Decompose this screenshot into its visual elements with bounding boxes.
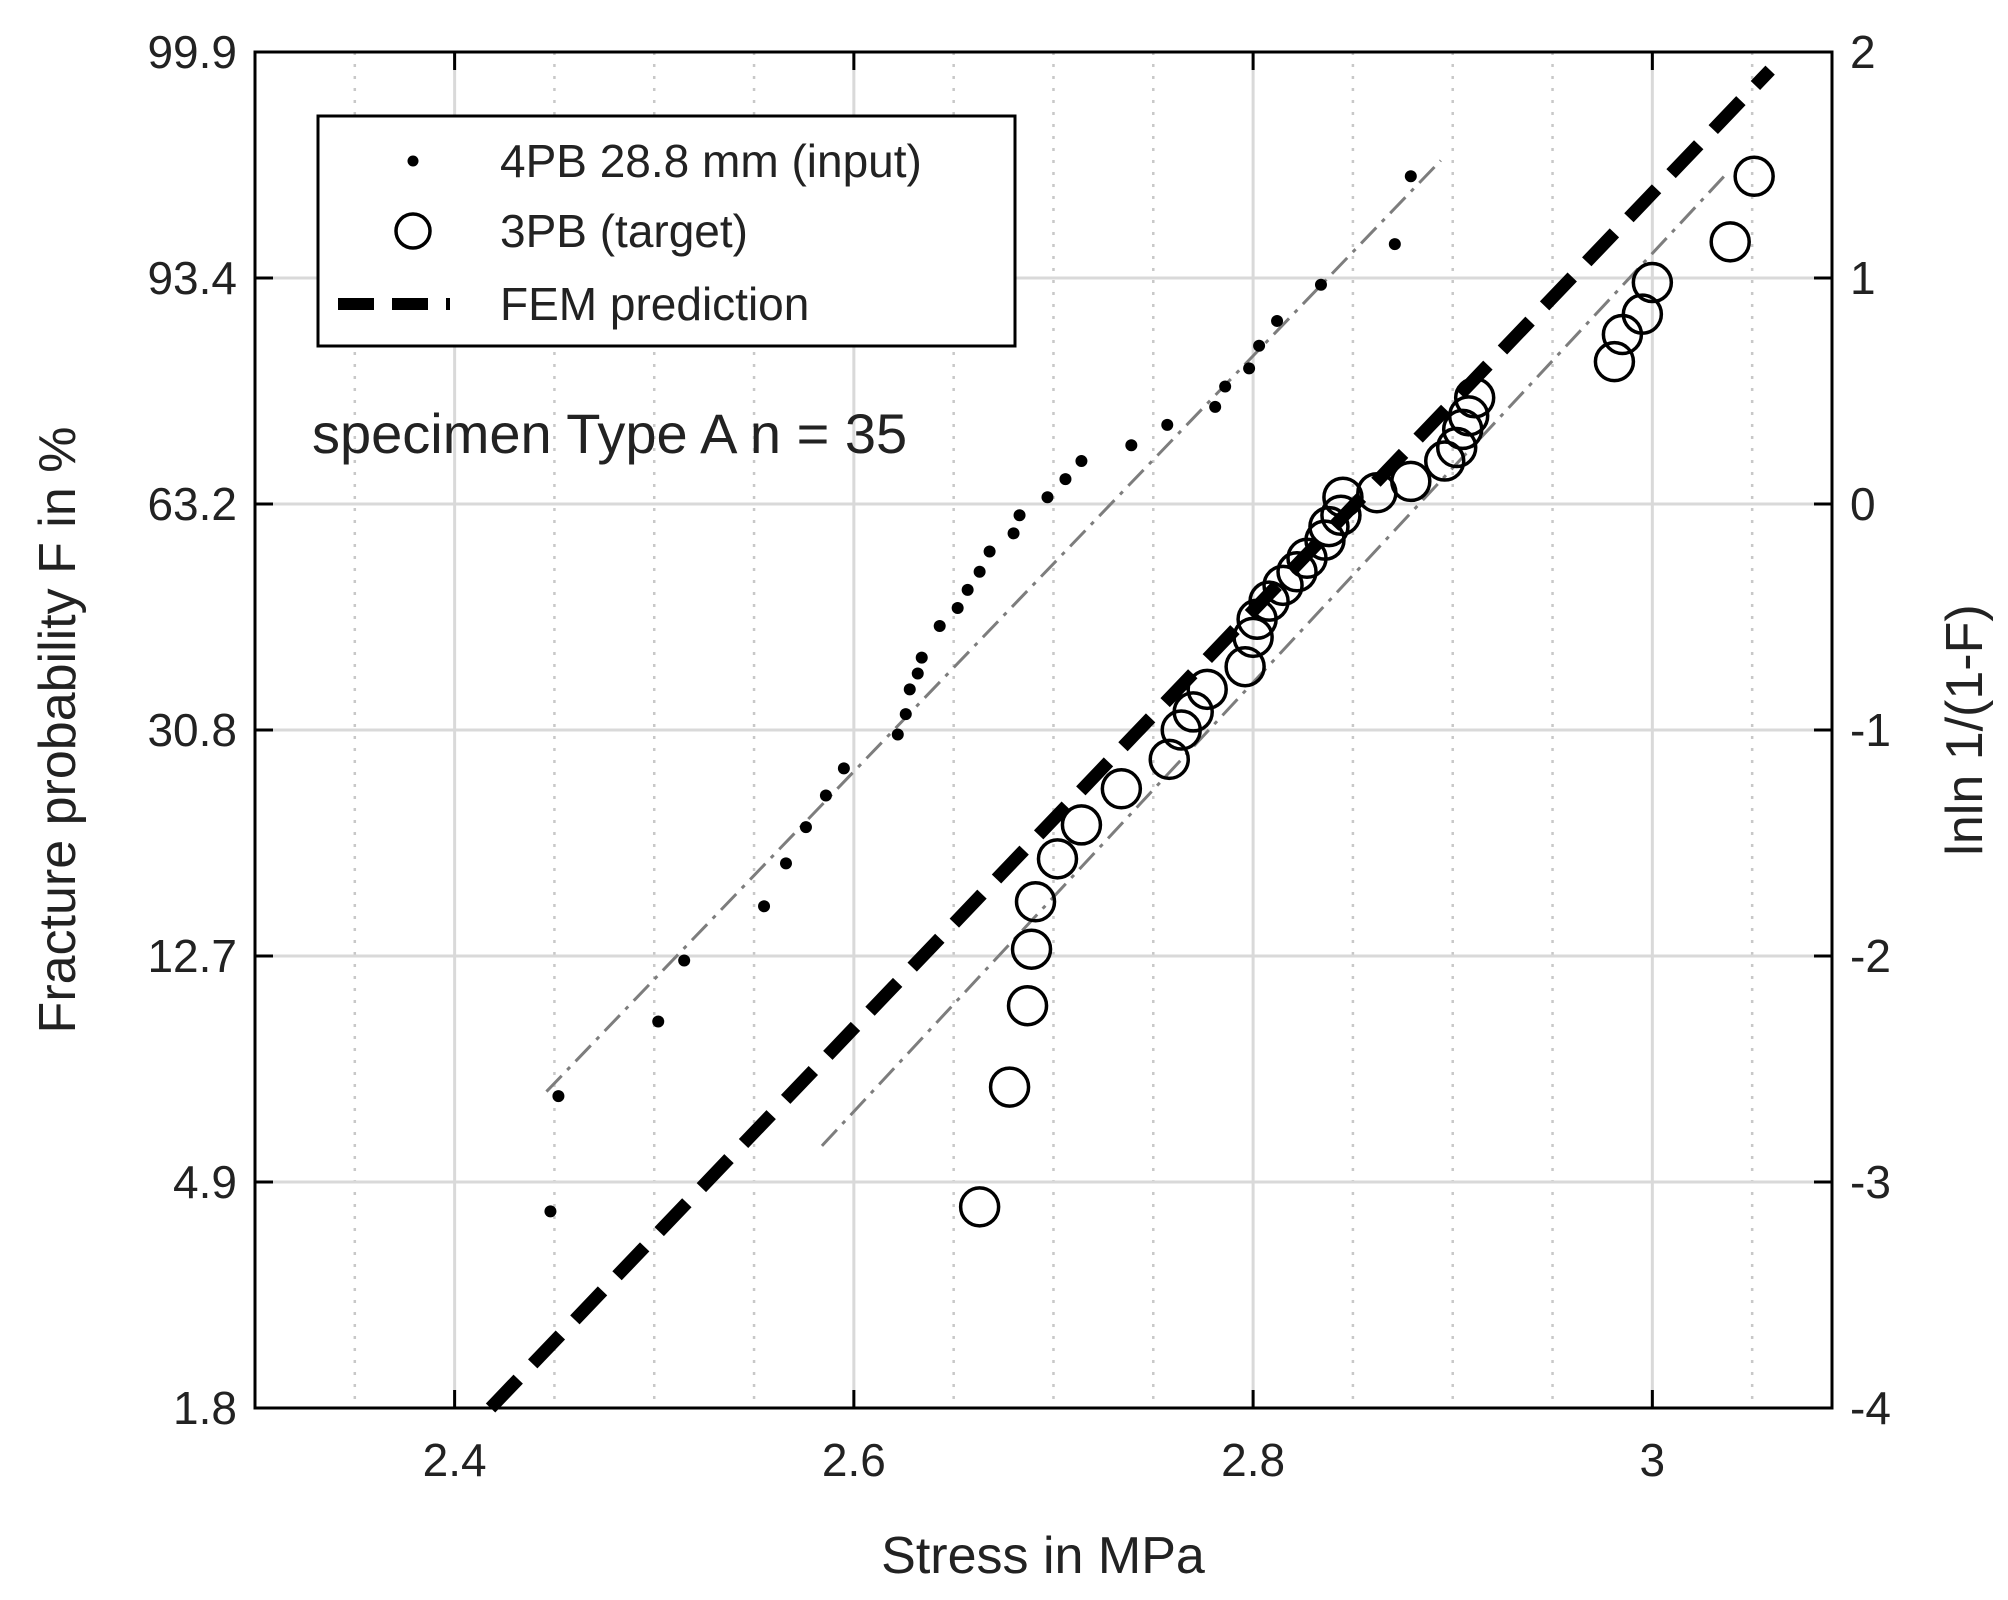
fem-segment [485, 65, 1775, 1413]
input-point [1209, 400, 1222, 413]
target-point [1172, 691, 1214, 733]
input-point [911, 667, 924, 680]
input-point [1271, 314, 1284, 327]
target-series [958, 155, 1775, 1228]
y-tick-label-left: 30.8 [147, 704, 237, 756]
input-point [1219, 380, 1232, 393]
target-point [1631, 261, 1674, 304]
input-point [1059, 473, 1072, 486]
fit-lines [545, 159, 1728, 1147]
x-tick-label: 2.8 [1221, 1434, 1285, 1486]
y-axis-label-right: lnln 1/(1-F) [1936, 604, 1994, 855]
target-point [1232, 616, 1274, 659]
y-tick-label-right: -4 [1850, 1382, 1891, 1434]
input-point [933, 620, 946, 633]
target-point [1186, 668, 1228, 711]
input-point [1125, 439, 1138, 452]
fit-line [545, 159, 1442, 1093]
y-tick-label-left: 1.8 [173, 1382, 237, 1434]
input-point [915, 651, 928, 664]
input-point [1243, 362, 1256, 375]
legend-fem-label: FEM prediction [500, 278, 809, 330]
target-point [1320, 494, 1362, 537]
target-point [1447, 395, 1490, 437]
target-point [1276, 551, 1318, 593]
y-axis-label-left: Fracture probability F in % [29, 427, 87, 1034]
input-point [951, 601, 964, 614]
y-tick-label-left: 4.9 [173, 1156, 237, 1208]
y-tick-label-right: 0 [1850, 478, 1876, 530]
x-axis-label: Stress in MPa [881, 1527, 1205, 1585]
target-point [1036, 838, 1079, 880]
target-point [1453, 377, 1496, 419]
target-point [1006, 984, 1049, 1027]
target-point [1621, 293, 1664, 335]
target-point [1733, 155, 1775, 198]
x-tick-label: 2.6 [822, 1434, 886, 1486]
input-point [678, 954, 691, 967]
input-point [1013, 509, 1026, 522]
legend-target-label: 3PB (target) [500, 205, 748, 257]
target-point [1014, 881, 1057, 923]
input-point [544, 1205, 557, 1218]
input-point [552, 1090, 565, 1103]
legend-input-marker [407, 155, 419, 167]
y-tick-label-right: -2 [1850, 930, 1891, 982]
axis-ticks: 2.4 2.6 2.8 3 1.8 -4 4.9 -3 12.7 -2 30.8 -1 63.2 0 93.… [147, 26, 1890, 1486]
target-point [1248, 580, 1290, 622]
y-tick-label-left: 12.7 [147, 930, 237, 982]
target-point [1709, 221, 1751, 263]
target-point [1224, 645, 1266, 688]
input-point [983, 545, 996, 558]
target-point [1423, 440, 1466, 482]
fem-prediction-line [485, 65, 1775, 1413]
input-series [544, 170, 1417, 1218]
target-point [1100, 768, 1143, 810]
input-point [1314, 278, 1327, 291]
specimen-annotation: specimen Type A n = 35 [312, 402, 907, 465]
legend-box [316, 114, 1017, 348]
target-point [1060, 804, 1103, 846]
legend-target-marker [394, 212, 432, 250]
target-point [1262, 564, 1304, 607]
input-point [1388, 238, 1401, 251]
input-point [819, 789, 832, 802]
input-point [837, 762, 850, 775]
target-point [1593, 340, 1636, 383]
input-point [1404, 170, 1417, 183]
target-point [1390, 460, 1432, 503]
y-tick-label-left: 63.2 [147, 478, 237, 530]
y-tick-label-left: 93.4 [147, 252, 237, 304]
target-point [1322, 476, 1364, 518]
legend-input-label: 4PB 28.8 mm (input) [500, 135, 922, 187]
input-point [961, 583, 974, 596]
input-point [758, 900, 771, 913]
input-point [899, 708, 912, 721]
legend: 4PB 28.8 mm (input) 3PB (target) FEM pre… [316, 114, 1017, 348]
input-point [903, 683, 916, 696]
target-point [1010, 928, 1053, 970]
input-point [1075, 455, 1088, 468]
fit-line [820, 173, 1728, 1147]
input-point [891, 728, 904, 741]
x-tick-label: 2.4 [423, 1434, 487, 1486]
y-tick-label-right: 2 [1850, 26, 1876, 78]
input-point [779, 857, 792, 870]
y-tick-label-right: -3 [1850, 1156, 1891, 1208]
target-point [1148, 738, 1191, 781]
input-point [1007, 527, 1020, 540]
input-point [1253, 339, 1266, 352]
y-tick-label-right: -1 [1850, 704, 1891, 756]
input-point [1161, 418, 1174, 431]
input-point [1041, 491, 1054, 504]
y-tick-label-left: 99.9 [147, 26, 237, 78]
input-point [799, 821, 812, 834]
target-point [988, 1066, 1031, 1108]
input-point [652, 1015, 665, 1028]
input-point [973, 565, 986, 578]
y-tick-label-right: 1 [1850, 252, 1876, 304]
x-tick-label: 3 [1640, 1434, 1666, 1486]
target-point [958, 1186, 1001, 1228]
